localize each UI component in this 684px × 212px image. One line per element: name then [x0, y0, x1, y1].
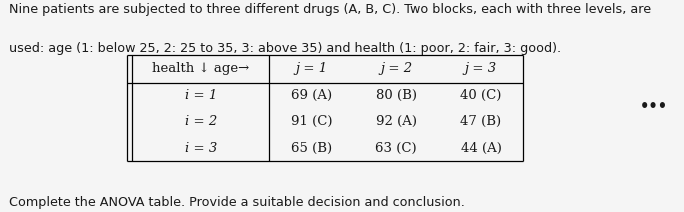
Text: j = 3: j = 3 — [465, 62, 497, 75]
Text: i = 3: i = 3 — [185, 142, 217, 155]
Text: i = 2: i = 2 — [185, 115, 217, 128]
Text: 47 (B): 47 (B) — [460, 115, 501, 128]
Text: Complete the ANOVA table. Provide a suitable decision and conclusion.: Complete the ANOVA table. Provide a suit… — [9, 196, 464, 209]
Text: 40 (C): 40 (C) — [460, 89, 501, 102]
Text: 63 (C): 63 (C) — [376, 142, 417, 155]
Text: 44 (A): 44 (A) — [460, 142, 501, 155]
Text: j = 1: j = 1 — [295, 62, 328, 75]
Text: 80 (B): 80 (B) — [376, 89, 417, 102]
Text: 91 (C): 91 (C) — [291, 115, 332, 128]
Text: Nine patients are subjected to three different drugs (A, B, C). Two blocks, each: Nine patients are subjected to three dif… — [9, 3, 651, 16]
Text: 69 (A): 69 (A) — [291, 89, 332, 102]
Text: 92 (A): 92 (A) — [376, 115, 417, 128]
Text: used: age (1: below 25, 2: 25 to 35, 3: above 35) and health (1: poor, 2: fair, : used: age (1: below 25, 2: 25 to 35, 3: … — [9, 42, 561, 55]
Text: health ↓ age→: health ↓ age→ — [152, 62, 249, 75]
Text: •••: ••• — [640, 99, 668, 113]
Text: j = 2: j = 2 — [380, 62, 412, 75]
Text: i = 1: i = 1 — [185, 89, 217, 102]
Text: 65 (B): 65 (B) — [291, 142, 332, 155]
